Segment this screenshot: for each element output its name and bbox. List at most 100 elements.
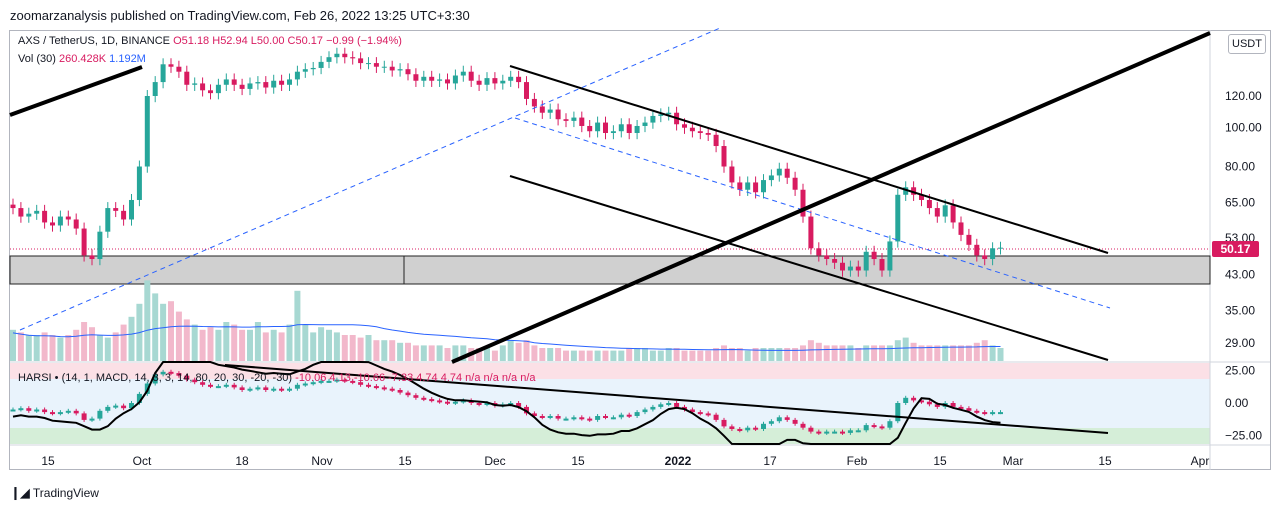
harsi-tick-label: −25.00	[1225, 429, 1262, 443]
volume-bar	[444, 348, 451, 361]
harsi-candle	[373, 386, 379, 389]
volume-bar	[112, 332, 119, 361]
time-tick-label: 2022	[665, 454, 692, 468]
volume-bar	[247, 329, 253, 361]
candle-body	[500, 80, 506, 84]
harsi-candle	[634, 412, 640, 416]
harsi-candle	[903, 397, 909, 403]
currency-button[interactable]: USDT	[1228, 34, 1266, 54]
harsi-candle	[89, 418, 95, 421]
candle-body	[57, 216, 63, 226]
candle-body	[239, 84, 245, 89]
harsi-candle	[713, 414, 719, 420]
candle-body	[389, 66, 395, 71]
volume-bar	[381, 340, 388, 361]
candle-body	[792, 177, 798, 190]
legend-vol-value: 260.428K	[58, 53, 107, 65]
trendline-upper-left[interactable]	[9, 65, 143, 117]
candle-body	[832, 259, 838, 263]
harsi-candle	[824, 431, 830, 434]
harsi-candle	[650, 406, 656, 410]
harsi-oscillator-line	[12, 361, 1001, 445]
harsi-candle	[192, 379, 198, 383]
footer-brand[interactable]: ❙◢ TradingView	[10, 485, 99, 501]
trendline-channel-top[interactable]	[509, 65, 1109, 254]
candle-body	[610, 131, 616, 134]
volume-bar	[839, 345, 846, 361]
candle-body	[903, 187, 909, 195]
candle-body	[294, 71, 300, 80]
legend-volume: Vol (30) 260.428K 1.192M	[18, 53, 146, 65]
harsi-candle	[516, 403, 522, 407]
candle-body	[310, 67, 316, 70]
harsi-candle	[294, 384, 300, 389]
harsi-candle	[990, 412, 996, 415]
harsi-candle	[911, 397, 917, 401]
harsi-candle	[460, 400, 466, 403]
harsi-candle	[18, 408, 24, 411]
time-tick-label: 15	[398, 454, 412, 468]
volume-bar	[958, 345, 964, 361]
candle-body	[816, 248, 822, 256]
candle-body	[405, 69, 411, 75]
volume-bar	[997, 348, 1004, 361]
harsi-candle	[579, 417, 585, 420]
trendline-rising-thick[interactable]	[451, 31, 1211, 364]
candle-body	[73, 219, 79, 229]
candle-body	[247, 83, 253, 89]
candle-body	[287, 79, 292, 85]
candle-body	[508, 76, 514, 81]
volume-bar	[728, 348, 735, 361]
candle-body	[895, 194, 901, 242]
harsi-candle	[452, 401, 458, 404]
volume-bar	[152, 293, 159, 361]
harsi-candle	[247, 388, 253, 391]
volume-bar	[823, 345, 830, 361]
trendline-rising-dashed[interactable]	[19, 27, 721, 331]
harsi-candle	[919, 400, 924, 403]
harsi-candle	[287, 388, 292, 391]
candle-body	[18, 208, 24, 217]
candle-body	[958, 222, 964, 235]
volume-bar	[768, 348, 775, 361]
harsi-candle	[215, 386, 221, 389]
volume-bar	[673, 348, 680, 361]
time-tick-label: Dec	[484, 454, 505, 468]
volume-bar	[223, 322, 230, 361]
volume-bar	[239, 329, 246, 361]
chart-frame[interactable]	[9, 30, 1271, 470]
candle-body	[776, 168, 782, 176]
candle-body	[342, 53, 348, 58]
harsi-candle	[97, 410, 103, 419]
candle-body	[847, 266, 853, 271]
trendline-harsi-falling[interactable]	[224, 364, 1109, 434]
harsi-candle	[484, 403, 490, 405]
candle-body	[579, 117, 585, 126]
candle-body	[129, 199, 134, 220]
harsi-candle	[832, 431, 838, 434]
legend-vol-label: Vol (30)	[18, 53, 56, 65]
price-tick-label: 35.00	[1225, 303, 1255, 317]
harsi-candle	[437, 400, 443, 403]
harsi-candle	[334, 379, 340, 382]
candle-body	[397, 69, 403, 71]
time-tick-label: Apr	[1191, 454, 1210, 468]
candle-body	[855, 266, 861, 271]
volume-bar	[760, 348, 767, 361]
price-axis: 120.00100.0080.0065.0053.0043.0035.0029.…	[1225, 89, 1262, 350]
volume-bar	[681, 350, 688, 361]
volume-bar	[65, 335, 72, 361]
candle-body	[279, 80, 285, 85]
harsi-candle	[208, 384, 213, 387]
harsi-candle	[429, 399, 435, 402]
candle-body	[89, 255, 95, 260]
candle-body	[136, 166, 142, 200]
candle-body	[113, 208, 119, 211]
harsi-candle	[547, 416, 553, 418]
candle-body	[926, 199, 932, 209]
harsi-candle	[397, 390, 403, 393]
harsi-candle	[571, 417, 577, 420]
trendline-channel-bottom[interactable]	[509, 175, 1109, 361]
time-tick-label: Nov	[311, 454, 332, 468]
